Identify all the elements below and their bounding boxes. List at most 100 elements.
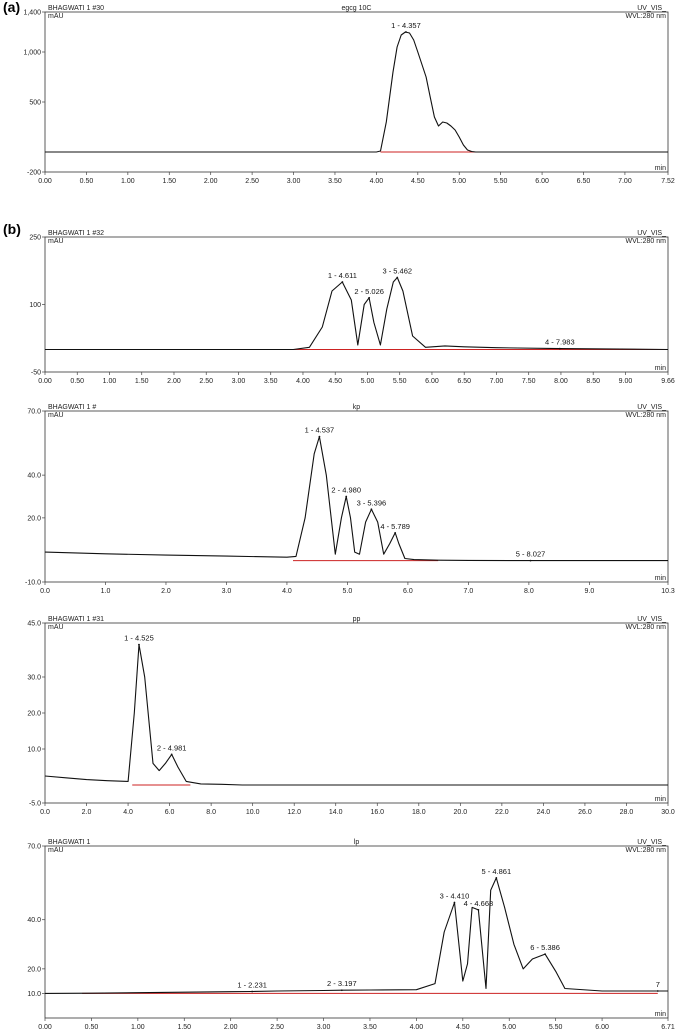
chart-title: pp	[353, 616, 361, 623]
x-tick-label: 5.50	[549, 1024, 563, 1030]
y-tick-label: 30.0	[27, 675, 41, 682]
x-tick-label: 1.00	[103, 378, 117, 385]
x-tick-label: 10.3	[661, 588, 675, 595]
x-tick-label: 4.0	[123, 809, 133, 816]
x-tick-label: 6.71	[661, 1024, 675, 1030]
panel-label-a: (a)	[3, 0, 20, 15]
x-tick-label: 5.00	[452, 178, 466, 185]
y-axis-unit: mAU	[48, 412, 64, 419]
peak-label: 5 - 4.861	[482, 867, 512, 876]
header-sample-name: BHAGWATI 1 #30	[48, 5, 104, 12]
y-tick-label: 500	[29, 100, 41, 107]
chromatogram-trace	[44, 436, 668, 562]
x-tick-label: 4.00	[410, 1024, 424, 1030]
peak-label: 4 - 4.668	[464, 899, 494, 908]
x-tick-label: 9.0	[585, 588, 595, 595]
peak-label: 2 - 3.197	[327, 979, 357, 988]
x-tick-label: 2.50	[199, 378, 213, 385]
y-tick-label: 20.0	[27, 966, 41, 973]
chart-title: egcg 10C	[342, 5, 372, 12]
x-tick-label: 7.50	[522, 378, 536, 385]
x-tick-label: 4.0	[282, 588, 292, 595]
x-tick-label: 10.0	[246, 809, 260, 816]
plot-frame	[44, 410, 669, 583]
x-tick-label: 22.0	[495, 809, 509, 816]
header-wavelength: WVL:280 nm	[626, 847, 667, 854]
x-tick-label: 3.50	[328, 178, 342, 185]
x-tick-label: 7.00	[618, 178, 632, 185]
peak-label: 1 - 4.537	[305, 426, 335, 435]
y-tick-label: 20.0	[27, 711, 41, 718]
peak-marker	[405, 31, 407, 33]
x-tick-label: 0.0	[40, 809, 50, 816]
x-tick-label: 18.0	[412, 809, 426, 816]
x-tick-label: 3.00	[317, 1024, 331, 1030]
x-tick-label: 3.0	[222, 588, 232, 595]
header-wavelength: WVL:280 nm	[626, 624, 667, 631]
x-tick-label: 26.0	[578, 809, 592, 816]
y-tick-label: 20.0	[27, 515, 41, 522]
x-tick-label: 0.50	[70, 378, 84, 385]
chromatogram-trace	[45, 31, 668, 153]
x-tick-label: 6.00	[535, 178, 549, 185]
header-sample-name: BHAGWATI 1 #31	[48, 616, 104, 623]
header-sample-name: BHAGWATI 1	[48, 839, 91, 846]
x-tick-label: 6.50	[457, 378, 471, 385]
y-tick-label: 70.0	[27, 844, 41, 851]
peak-label: 1 - 2.231	[237, 980, 267, 989]
x-tick-label: 3.50	[264, 378, 278, 385]
x-tick-label: 9.66	[661, 378, 675, 385]
y-tick-label: 1,000	[23, 50, 41, 57]
x-tick-label: 2.00	[224, 1024, 238, 1030]
peak-label: 5 - 8.027	[516, 550, 546, 559]
peak-marker	[544, 953, 546, 956]
peak-marker	[318, 435, 321, 438]
x-tick-label: 5.00	[361, 378, 375, 385]
plot-frame	[44, 236, 669, 373]
x-tick-label: 28.0	[620, 809, 634, 816]
x-tick-label: 3.00	[287, 178, 301, 185]
x-tick-label: 0.50	[85, 1024, 99, 1030]
y-axis-unit: mAU	[48, 624, 64, 631]
x-tick-label: 5.00	[502, 1024, 516, 1030]
y-tick-label: 70.0	[27, 409, 41, 416]
x-tick-label: 24.0	[537, 809, 551, 816]
y-tick-label: -10.0	[25, 580, 41, 587]
x-tick-label: 3.50	[363, 1024, 377, 1030]
x-tick-label: 2.00	[204, 178, 218, 185]
x-tick-label: 6.50	[577, 178, 591, 185]
header-sample-name: BHAGWATI 1 #32	[48, 230, 104, 237]
x-tick-label: 5.50	[393, 378, 407, 385]
x-tick-label: 20.0	[454, 809, 468, 816]
x-tick-label: 1.0	[101, 588, 111, 595]
x-tick-label: 4.50	[456, 1024, 470, 1030]
peak-marker	[340, 989, 343, 992]
header-sample-name: BHAGWATI 1 #	[48, 404, 96, 411]
x-axis-unit: min	[655, 165, 666, 172]
x-axis-unit: min	[655, 575, 666, 582]
x-tick-label: 7.52	[661, 178, 675, 185]
y-axis-unit: mAU	[48, 13, 64, 20]
x-tick-label: 8.0	[524, 588, 534, 595]
y-tick-label: 40.0	[27, 473, 41, 480]
x-tick-label: 6.0	[403, 588, 413, 595]
peak-label: 1 - 4.525	[124, 634, 154, 643]
x-tick-label: 1.00	[131, 1024, 145, 1030]
header-detector: UV_VIS_	[637, 5, 666, 12]
x-tick-label: 6.0	[165, 809, 175, 816]
y-tick-label: 100	[29, 302, 41, 309]
peak-label: 2 - 5.026	[354, 287, 384, 296]
x-tick-label: 2.00	[167, 378, 181, 385]
y-axis-unit: mAU	[48, 238, 64, 245]
x-tick-label: 7.00	[490, 378, 504, 385]
header-detector: UV_VIS_	[637, 404, 666, 411]
peak-marker	[453, 901, 456, 904]
x-tick-label: 6.00	[425, 378, 439, 385]
x-axis-unit: min	[655, 365, 666, 372]
x-tick-label: 4.00	[296, 378, 310, 385]
peak-label: 1 - 4.357	[391, 21, 421, 30]
peak-marker	[251, 990, 254, 993]
x-tick-label: 2.0	[82, 809, 92, 816]
chart-title: lp	[354, 839, 360, 846]
